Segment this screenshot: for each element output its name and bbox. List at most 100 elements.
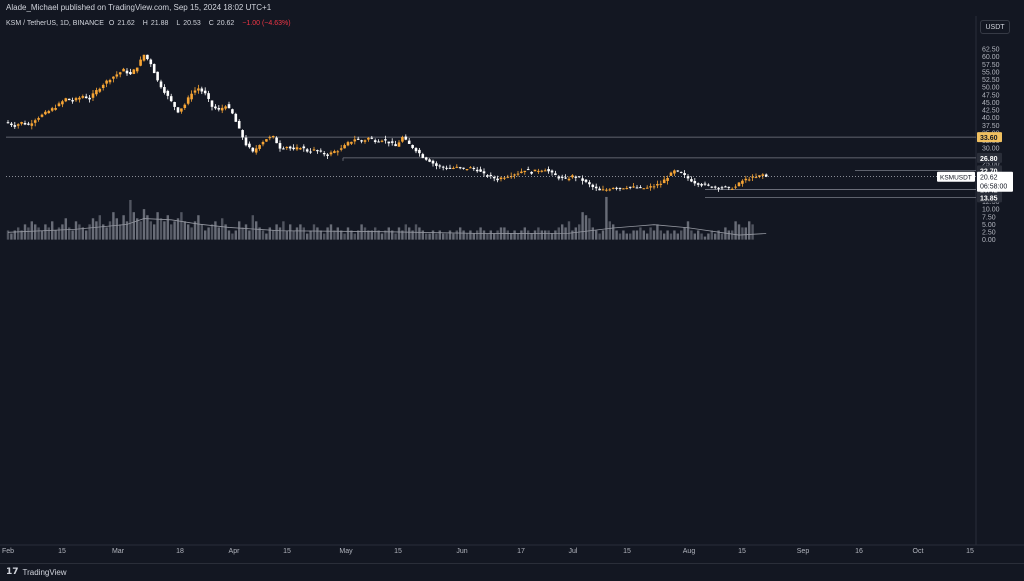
- candle-body: [183, 104, 187, 108]
- volume-bar: [244, 224, 248, 240]
- volume-bar: [156, 212, 159, 240]
- candle-body: [516, 173, 520, 175]
- volume-bar: [629, 233, 632, 240]
- volume-bar: [544, 230, 547, 240]
- volume-bar: [632, 230, 635, 240]
- volume-bar: [635, 230, 639, 240]
- x-tick-label: Mar: [112, 548, 125, 555]
- volume-bar: [302, 227, 305, 240]
- candle-body: [370, 137, 374, 139]
- volume-bar: [190, 227, 193, 240]
- volume-bar: [37, 227, 40, 240]
- candle-body: [394, 144, 397, 147]
- candle-body: [115, 74, 119, 77]
- volume-bar: [703, 236, 707, 240]
- candle-body: [598, 188, 601, 191]
- volume-bar: [34, 224, 37, 240]
- candle-body: [282, 148, 285, 150]
- candle-body: [84, 96, 88, 99]
- volume-bar: [285, 230, 288, 240]
- volume-bar: [445, 233, 448, 240]
- volume-bar: [748, 221, 751, 240]
- candle-body: [132, 69, 136, 74]
- candle-body: [622, 188, 625, 190]
- candle-body: [248, 143, 251, 148]
- candle-body: [509, 176, 513, 178]
- y-tick-label: 47.50: [982, 92, 1000, 99]
- candle-body: [6, 122, 10, 124]
- y-tick-label: 42.50: [982, 108, 1000, 115]
- volume-bar: [411, 230, 414, 240]
- y-tick-label: 25.00: [982, 161, 1000, 168]
- volume-bar: [115, 218, 118, 240]
- candle-body: [414, 148, 418, 152]
- candle-body: [163, 87, 166, 93]
- volume-bar: [428, 233, 431, 240]
- volume-ma-line: [7, 218, 767, 236]
- volume-bar: [601, 230, 605, 240]
- volume-bar: [258, 227, 261, 240]
- candle-body: [214, 106, 217, 109]
- candle-body: [231, 109, 234, 114]
- candle-body: [98, 88, 102, 92]
- candle-body: [384, 139, 387, 141]
- candle-body: [550, 170, 554, 173]
- volume-bar: [312, 224, 316, 240]
- candle-body: [499, 177, 503, 180]
- volume-bar: [54, 230, 57, 240]
- volume-bar: [510, 233, 513, 240]
- level-label: 26.80: [980, 156, 998, 163]
- volume-bar: [166, 215, 169, 240]
- volume-bar: [571, 230, 574, 240]
- symbol-tag: KSMUSDT: [940, 175, 972, 182]
- price-chart[interactable]: 62.5060.0057.5055.0052.5050.0047.5045.00…: [0, 0, 1024, 563]
- candle-body: [224, 106, 227, 109]
- y-tick-label: 0.00: [982, 237, 996, 244]
- volume-bar: [71, 230, 74, 240]
- volume-bar: [353, 233, 356, 240]
- volume-bar: [516, 233, 520, 240]
- y-tick-label: 12.50: [982, 199, 1000, 206]
- candle-body: [88, 97, 91, 100]
- candle-body: [761, 174, 765, 176]
- volume-bar: [6, 230, 10, 240]
- low-value: L 20.53: [176, 20, 201, 27]
- volume-bar: [132, 212, 135, 240]
- volume-bar: [139, 221, 142, 240]
- volume-bar: [275, 224, 278, 240]
- candle-body: [435, 163, 438, 166]
- volume-bar: [319, 230, 322, 240]
- candle-body: [645, 187, 649, 189]
- candle-body: [713, 186, 717, 188]
- y-tick-label: 50.00: [982, 85, 1000, 92]
- volume-bar: [343, 233, 346, 240]
- volume-bar: [350, 230, 353, 240]
- x-tick-label: 15: [623, 548, 631, 555]
- candle-body: [520, 171, 523, 174]
- tradingview-logo[interactable]: 17 TradingView: [6, 567, 67, 577]
- candle-body: [271, 135, 275, 138]
- candle-body: [265, 139, 268, 142]
- candle-body: [601, 189, 605, 191]
- candle-body: [632, 186, 635, 188]
- volume-bar: [374, 227, 377, 240]
- candle-body: [727, 186, 731, 188]
- candle-body: [554, 173, 557, 176]
- candle-body: [557, 176, 561, 179]
- candle-body: [139, 59, 142, 66]
- volume-bar: [153, 224, 156, 240]
- volume-bar: [30, 221, 33, 240]
- candle-body: [339, 148, 343, 150]
- currency-button[interactable]: USDT: [980, 20, 1010, 34]
- candle-body: [166, 90, 170, 96]
- volume-bar: [105, 227, 108, 240]
- volume-bar: [686, 221, 690, 240]
- volume-bar: [102, 224, 105, 240]
- volume-bar: [333, 230, 336, 240]
- candle-body: [503, 177, 506, 179]
- volume-bar: [278, 227, 282, 240]
- volume-bar: [346, 227, 350, 240]
- candle-body: [438, 165, 442, 167]
- volume-bar: [734, 221, 737, 240]
- volume-bar: [146, 215, 149, 240]
